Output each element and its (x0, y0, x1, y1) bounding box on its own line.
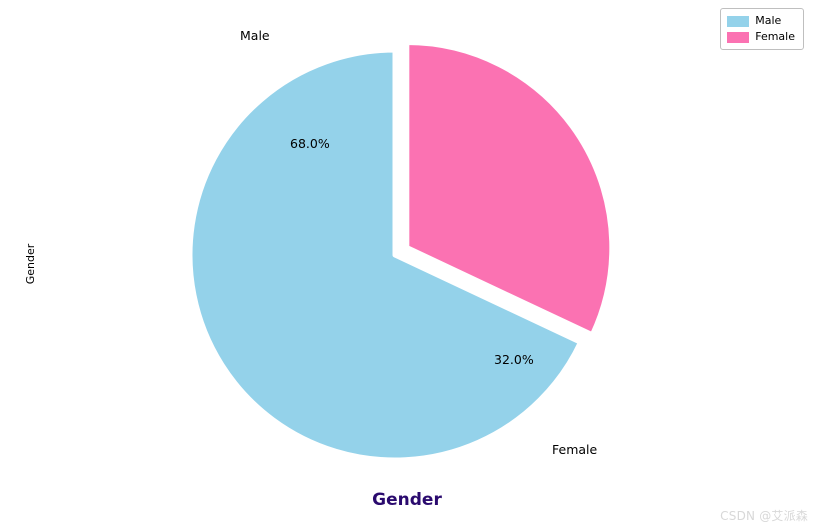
legend-label-male: Male (755, 13, 781, 29)
legend: Male Female (720, 8, 804, 50)
pie-chart (0, 0, 814, 528)
legend-item-male: Male (727, 13, 795, 29)
chart-title: Gender (0, 490, 814, 510)
legend-item-female: Female (727, 29, 795, 45)
legend-label-female: Female (755, 29, 795, 45)
legend-swatch-male (727, 16, 749, 27)
chart-stage: Gender Male Female 68.0% 32.0% Male Fema… (0, 0, 814, 528)
slice-pct-female: 32.0% (494, 352, 534, 367)
legend-swatch-female (727, 32, 749, 43)
slice-label-female: Female (552, 442, 597, 457)
slice-label-male: Male (240, 28, 270, 43)
watermark: CSDN @艾派森 (720, 507, 808, 524)
slice-pct-male: 68.0% (290, 136, 330, 151)
